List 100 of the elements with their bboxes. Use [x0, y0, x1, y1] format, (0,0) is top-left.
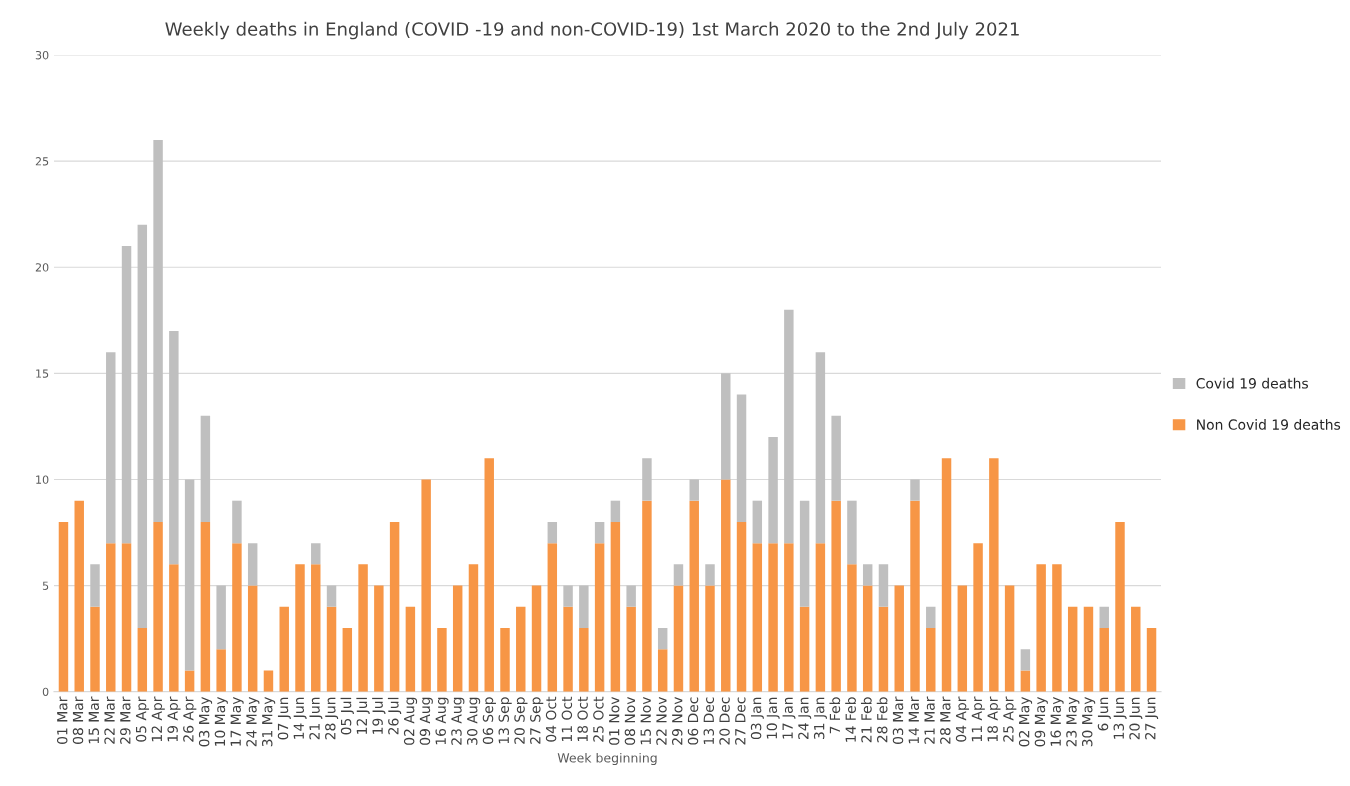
x-tick-label: 03 Mar — [892, 696, 904, 744]
x-tick-label: 08 Mar — [72, 696, 84, 744]
bar — [216, 585, 226, 650]
bar — [941, 458, 952, 692]
x-tick-label: 17 May — [230, 696, 244, 746]
bar — [957, 585, 968, 692]
bar — [673, 564, 684, 586]
bar — [153, 521, 163, 692]
bar — [169, 330, 179, 565]
x-tick-label: 31 May — [261, 696, 276, 747]
bar — [374, 585, 384, 692]
bar — [311, 543, 321, 565]
bar — [500, 628, 510, 692]
x-tick-label: 27 Dec — [735, 697, 746, 745]
bar — [216, 649, 226, 692]
x-tick-label: 01 Nov — [608, 696, 620, 745]
bar — [326, 585, 337, 607]
bar — [721, 373, 731, 480]
bar — [468, 564, 479, 692]
bar — [610, 521, 621, 692]
x-tick-label: 29 Mar — [120, 696, 131, 744]
y-tick-label: 25 — [35, 157, 49, 166]
x-tick-label: 30 May — [1081, 696, 1096, 747]
bar — [421, 479, 431, 692]
bar — [232, 500, 242, 544]
bar — [516, 606, 526, 692]
x-tick-label: 30 Aug — [466, 697, 481, 745]
bar — [563, 585, 573, 607]
bar — [626, 606, 636, 692]
x-tick-label: 06 Dec — [687, 697, 699, 745]
x-tick-label: 02 Aug — [403, 697, 418, 745]
bar — [58, 521, 69, 692]
x-tick-label: 21 Mar — [924, 696, 935, 744]
bar — [784, 309, 794, 544]
legend-label: Non Covid 19 deaths — [1197, 419, 1341, 430]
x-tick-label: 21 Feb — [860, 697, 872, 743]
x-tick-label: 11 Oct — [561, 696, 573, 742]
x-tick-label: 06 Sep — [482, 697, 496, 744]
x-tick-label: 05 Jul — [340, 697, 354, 735]
x-tick-label: 10 May — [214, 696, 228, 746]
bar — [799, 500, 810, 607]
x-tick-label: 12 Apr — [151, 696, 165, 742]
x-tick-label: 08 Nov — [624, 696, 636, 745]
bar — [342, 628, 353, 692]
x-tick-label: 14 Jun — [293, 697, 307, 739]
bar — [1146, 628, 1157, 692]
bar — [90, 606, 100, 692]
bar — [90, 564, 100, 607]
bar — [815, 543, 826, 692]
bar — [910, 500, 920, 692]
x-tick-label: 09 Aug — [419, 697, 433, 745]
bar — [626, 585, 636, 607]
x-tick-label: 23 May — [1066, 696, 1080, 747]
bar — [610, 500, 621, 522]
x-tick-label: 09 May — [1034, 696, 1048, 747]
bar — [1099, 628, 1109, 692]
x-tick-label: 16 May — [1050, 696, 1064, 746]
bar — [326, 606, 337, 692]
bar — [847, 500, 857, 565]
bar — [1004, 585, 1015, 692]
x-tick-label: 07 Jun — [277, 697, 291, 740]
bar — [74, 500, 84, 692]
bar — [358, 564, 368, 692]
bar — [1036, 564, 1046, 692]
bar — [169, 564, 179, 692]
bar — [531, 585, 542, 692]
bar — [484, 458, 494, 692]
bar — [263, 670, 274, 692]
x-tick-label: 25 Apr — [1003, 696, 1017, 742]
bar — [878, 606, 889, 692]
x-tick-label: 15 Nov — [640, 696, 651, 745]
bar — [405, 606, 416, 692]
bar — [721, 479, 731, 692]
x-tick-label: 17 Jan — [782, 697, 796, 739]
bar — [878, 564, 889, 607]
y-tick-label: 15 — [36, 369, 49, 378]
x-tick-label: 04 Apr — [955, 696, 970, 742]
bar — [657, 628, 668, 650]
bar — [831, 415, 841, 501]
x-tick-label: 14 Feb — [845, 697, 856, 742]
x-tick-label: 20 Jun — [1129, 697, 1143, 740]
x-tick-label: 24 May — [246, 696, 260, 747]
bar — [689, 479, 699, 501]
bar — [137, 224, 148, 629]
bar — [547, 521, 558, 544]
x-tick-label: 31 Jan — [813, 697, 827, 739]
x-tick-label: 18 Apr — [987, 696, 1001, 742]
y-tick-label: 30 — [35, 50, 49, 60]
y-tick-label: 5 — [42, 581, 49, 590]
x-tick-label: 27 Jun — [1145, 697, 1159, 740]
bar — [768, 437, 778, 544]
bar — [1115, 521, 1125, 692]
bar — [1083, 606, 1094, 692]
bar — [862, 585, 873, 692]
bar — [1099, 606, 1109, 629]
x-tick-label: 27 Sep — [530, 697, 544, 744]
bar — [594, 543, 605, 692]
y-tick-label: 10 — [36, 475, 49, 484]
bar — [1020, 649, 1031, 671]
bar — [200, 415, 211, 522]
